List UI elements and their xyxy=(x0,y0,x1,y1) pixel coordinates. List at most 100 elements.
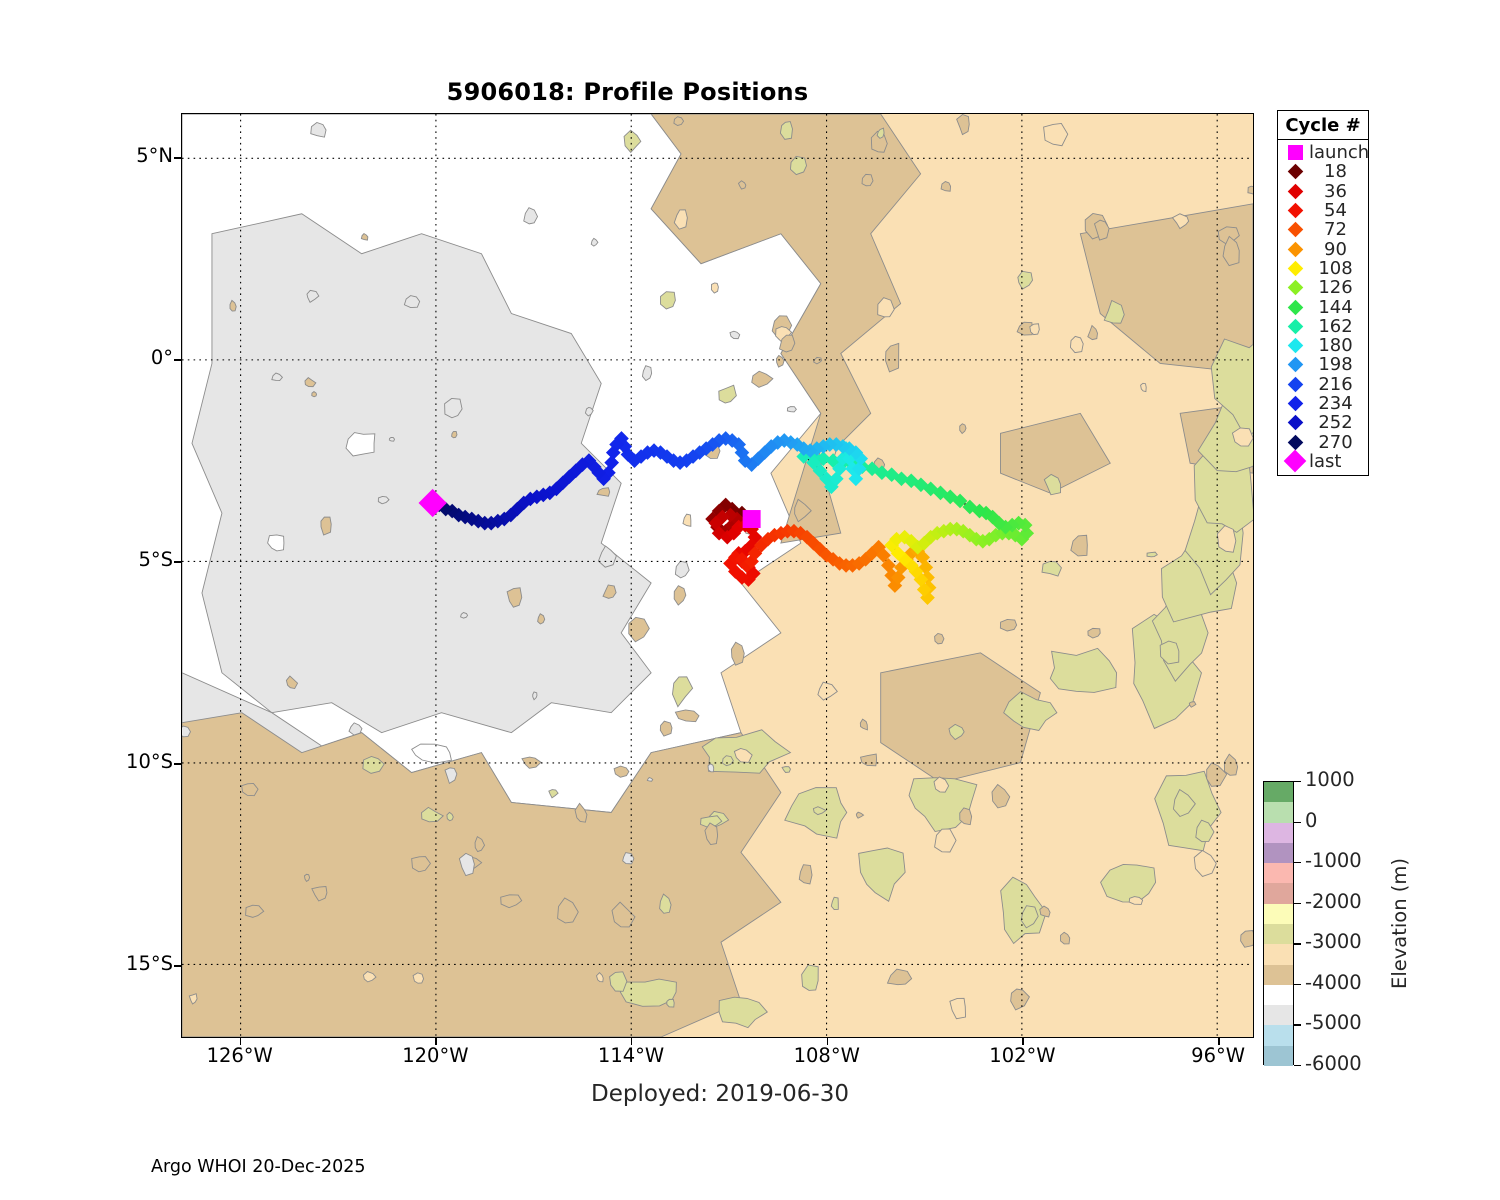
launch-marker[interactable] xyxy=(742,510,761,529)
colorbar-band-3 xyxy=(1264,842,1293,864)
colorbar-axis-label-text: Elevation (m) xyxy=(1387,857,1411,989)
legend-label-18: 18 xyxy=(1324,161,1347,183)
legend-label-launch: launch xyxy=(1309,142,1370,164)
colorbar-tick-label-7: -6000 xyxy=(1305,1052,1362,1075)
colorbar-band-13 xyxy=(1264,1045,1293,1066)
legend-label-252: 252 xyxy=(1318,412,1353,434)
y-tick-label-4: 15°S xyxy=(126,952,173,976)
colorbar-tick-6 xyxy=(1294,1024,1301,1026)
legend-item-162[interactable]: 162 xyxy=(1278,317,1368,336)
legend-marker-54-icon xyxy=(1284,202,1306,219)
x-tick-mark-4 xyxy=(1022,1038,1024,1045)
elevation-colorbar[interactable] xyxy=(1263,781,1294,1066)
legend-label-180: 180 xyxy=(1318,335,1353,357)
legend-label-last: last xyxy=(1309,450,1342,472)
legend-label-198: 198 xyxy=(1318,354,1353,376)
legend-item-180[interactable]: 180 xyxy=(1278,336,1368,355)
legend-item-54[interactable]: 54 xyxy=(1278,201,1368,220)
y-tick-label-2: 5°S xyxy=(138,548,173,572)
colorbar-tick-4 xyxy=(1294,943,1301,945)
colorbar-band-2 xyxy=(1264,822,1293,843)
colorbar-band-5 xyxy=(1264,883,1293,904)
x-tick-mark-5 xyxy=(1218,1038,1220,1045)
profile-marker[interactable] xyxy=(962,499,978,515)
y-tick-label-1: 0° xyxy=(150,346,173,370)
colorbar-tick-label-6: -5000 xyxy=(1305,1011,1362,1035)
x-tick-mark-3 xyxy=(826,1038,829,1045)
map-gridlines xyxy=(182,114,1253,1037)
x-tick-label-1: 120°W xyxy=(402,1044,469,1067)
colorbar-tick-7 xyxy=(1294,1065,1301,1067)
map-svg xyxy=(182,114,1253,1037)
x-tick-label-5: 96°W xyxy=(1191,1044,1246,1067)
legend-marker-108-icon xyxy=(1284,260,1306,277)
colorbar-tick-0 xyxy=(1294,781,1301,783)
legend-label-36: 36 xyxy=(1324,180,1347,202)
colorbar-tick-label-4: -3000 xyxy=(1305,930,1362,954)
profile-marker[interactable] xyxy=(884,467,900,483)
deployed-caption: Deployed: 2019-06-30 xyxy=(590,1081,849,1107)
legend-label-72: 72 xyxy=(1324,219,1347,241)
map-plot-area[interactable] xyxy=(181,113,1254,1038)
cycle-legend[interactable]: Cycle # launch 18 36 54 72 90 108 126 144 162 180 1… xyxy=(1277,110,1369,477)
legend-marker-180-icon xyxy=(1284,337,1306,354)
colorbar-tick-5 xyxy=(1294,983,1301,986)
legend-marker-126-icon xyxy=(1284,279,1306,296)
colorbar-axis-label: Elevation (m) xyxy=(1385,789,1413,1057)
colorbar-band-1 xyxy=(1264,802,1293,823)
legend-label-90: 90 xyxy=(1324,238,1347,260)
legend-item-126[interactable]: 126 xyxy=(1278,278,1368,297)
legend-item-234[interactable]: 234 xyxy=(1278,394,1368,413)
x-tick-mark-1 xyxy=(435,1038,437,1045)
credit-caption: Argo WHOI 20-Dec-2025 xyxy=(151,1157,366,1177)
legend-item-144[interactable]: 144 xyxy=(1278,296,1368,318)
legend-marker-144-icon xyxy=(1284,299,1306,315)
legend-label-108: 108 xyxy=(1318,257,1353,279)
legend-item-last[interactable]: last xyxy=(1278,450,1368,473)
bathymetry-contours xyxy=(182,114,1253,1037)
float-trajectory xyxy=(418,431,1035,605)
y-tick-mark-2 xyxy=(174,561,181,563)
colorbar-band-7 xyxy=(1264,923,1293,945)
legend-item-198[interactable]: 198 xyxy=(1278,355,1368,374)
legend-label-270: 270 xyxy=(1318,431,1353,453)
legend-marker-36-icon xyxy=(1284,183,1306,200)
legend-label-234: 234 xyxy=(1318,393,1353,414)
legend-marker-90-icon xyxy=(1284,241,1306,257)
colorbar-tick-label-1: 0 xyxy=(1305,808,1318,832)
legend-marker-launch-icon xyxy=(1284,145,1306,161)
colorbar-band-8 xyxy=(1264,944,1293,965)
colorbar-band-10 xyxy=(1264,984,1293,1006)
colorbar-tick-label-3: -2000 xyxy=(1305,889,1362,913)
y-tick-mark-4 xyxy=(174,965,181,967)
legend-marker-198-icon xyxy=(1284,357,1306,373)
x-tick-label-2: 114°W xyxy=(597,1044,665,1067)
x-tick-label-3: 108°W xyxy=(793,1044,860,1067)
last-position-marker[interactable] xyxy=(418,488,447,518)
legend-title: Cycle # xyxy=(1278,111,1368,140)
page-title: 5906018: Profile Positions xyxy=(446,78,809,106)
y-tick-mark-1 xyxy=(174,359,181,361)
colorbar-tick-label-0: 1000 xyxy=(1305,768,1355,791)
y-tick-mark-3 xyxy=(174,763,181,765)
legend-item-launch[interactable]: launch xyxy=(1278,143,1369,162)
colorbar-band-12 xyxy=(1264,1025,1293,1046)
legend-item-72[interactable]: 72 xyxy=(1278,220,1368,239)
legend-item-216[interactable]: 216 xyxy=(1278,375,1368,394)
legend-items: launch 18 36 54 72 90 108 126 144 162 180 198 216 234… xyxy=(1278,140,1369,475)
y-tick-label-3: 10°S xyxy=(126,750,173,774)
legend-label-144: 144 xyxy=(1318,296,1353,318)
legend-marker-72-icon xyxy=(1284,222,1306,238)
legend-marker-last-icon xyxy=(1283,450,1307,473)
legend-item-90[interactable]: 90 xyxy=(1278,238,1368,260)
x-tick-label-4: 102°W xyxy=(989,1044,1056,1067)
y-tick-mark-0 xyxy=(174,157,181,159)
legend-item-36[interactable]: 36 xyxy=(1278,182,1368,201)
legend-item-252[interactable]: 252 xyxy=(1278,413,1368,432)
legend-marker-216-icon xyxy=(1284,376,1306,392)
colorbar-band-4 xyxy=(1264,863,1293,884)
legend-item-108[interactable]: 108 xyxy=(1278,259,1368,278)
legend-item-270[interactable]: 270 xyxy=(1278,431,1368,453)
legend-item-18[interactable]: 18 xyxy=(1278,162,1368,181)
